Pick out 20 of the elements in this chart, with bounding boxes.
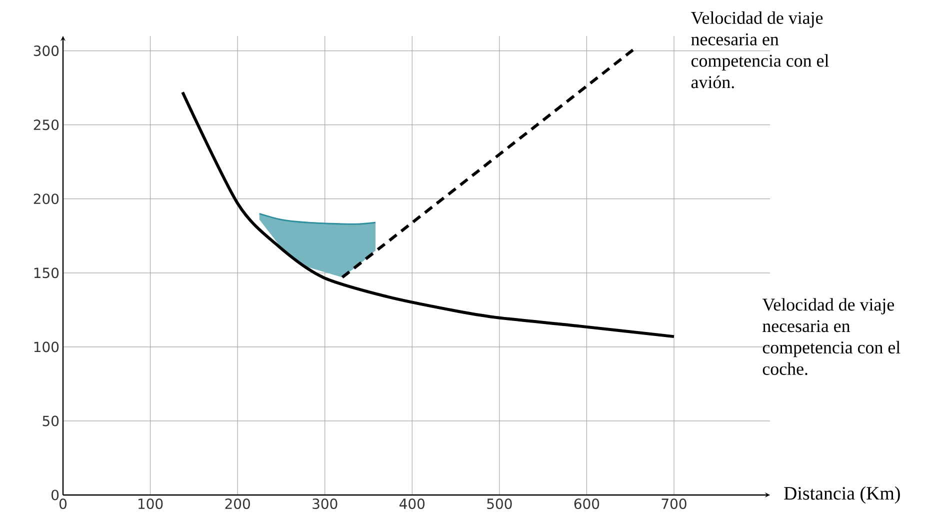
text: Velocidad de viaje necesaria en competencia con el avión. [690,11,829,88]
x-tick-label: 100 [138,498,163,510]
y-tick-label: 300 [34,46,59,56]
y-tick-label: 50 [42,416,59,426]
y-tick-label: 250 [34,120,59,130]
x-tick-label: 400 [400,498,425,510]
x-tick-label: 700 [662,498,686,510]
line-series [258,212,376,225]
x-tick-label: 300 [312,498,338,510]
x-tick-label: 500 [487,498,512,510]
x-tick-label: 0 [59,498,67,510]
x-tick-label: 200 [225,498,250,510]
text: Velocidad de viaje necesaria en competencia con el coche. [762,298,900,376]
y-tick-label: 100 [34,342,59,352]
line-series [181,90,676,338]
y-tick-label: 0 [52,490,59,500]
x-axis-title: Distancia (Km) [784,486,900,504]
y-tick-label: 200 [34,194,59,204]
y-tick-label: 150 [34,268,59,278]
x-tick-label: 600 [574,498,600,510]
